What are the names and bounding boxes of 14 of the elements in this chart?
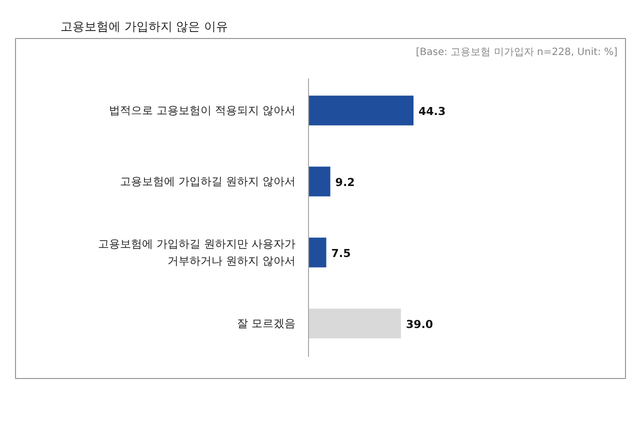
data-label: 7.5 [331, 247, 351, 260]
bar [308, 238, 326, 268]
data-label: 39.0 [406, 318, 434, 331]
y-tick-label: 법적으로 고용보험이 적용되지 않아서 [109, 104, 296, 117]
bar [308, 166, 330, 196]
y-tick-label: 잘 모르겠음 [237, 317, 296, 330]
data-label: 9.2 [335, 176, 355, 189]
bar [308, 308, 401, 338]
bar [308, 96, 414, 126]
y-tick-label: 고용보험에 가입하길 원하지 않아서 [120, 175, 296, 188]
data-label: 44.3 [418, 105, 446, 118]
text: 고용보험에 가입하지 않은 이유 [60, 20, 228, 34]
text: [Base: 고용보험 미가입자 n=228, Unit: %] [416, 47, 618, 58]
y-tick-label: 고용보험에 가입하길 원하지만 사용자가 거부하거나 원하지 않아서 [98, 238, 296, 268]
